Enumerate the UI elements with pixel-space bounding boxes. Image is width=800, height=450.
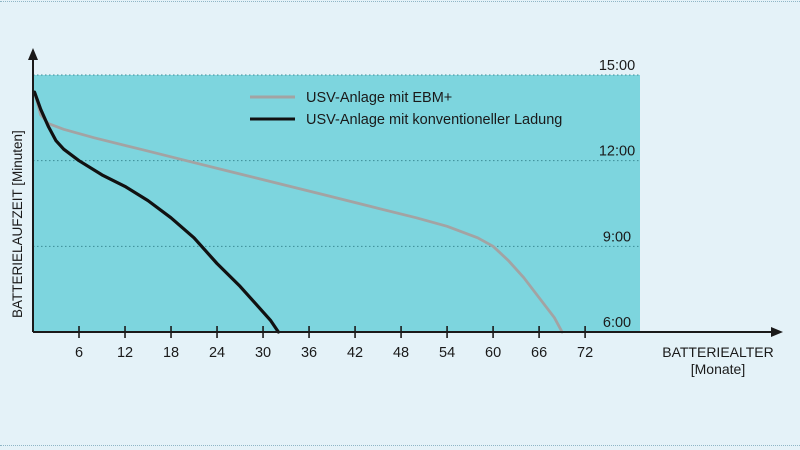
- y-tick-label: 6:00: [603, 315, 631, 331]
- x-tick-label: 30: [255, 345, 271, 361]
- x-tick-label: 36: [301, 345, 317, 361]
- x-tick-label: 12: [117, 345, 133, 361]
- x-ticks: 6 12 18 24 30 36 42 48 54 60 66 72: [75, 326, 593, 361]
- series-lines: [32, 90, 564, 334]
- y-tick-label: 9:00: [603, 229, 631, 245]
- top-dotted-border: [0, 1, 800, 2]
- x-tick-label: 60: [485, 345, 501, 361]
- x-tick-label: 6: [75, 345, 83, 361]
- x-tick-label: 42: [347, 345, 363, 361]
- series-line-ebm: [33, 90, 564, 334]
- y-tick-label: 12:00: [599, 144, 635, 160]
- y-axis-label: BATTERIELAUFZEIT [Minuten]: [10, 130, 25, 318]
- y-axis-arrow-icon: [28, 48, 38, 60]
- gridlines: [33, 74, 640, 247]
- x-tick-label: 18: [163, 345, 179, 361]
- bottom-dotted-border: [0, 445, 800, 446]
- y-tick-label: 15:00: [599, 58, 635, 74]
- series-line-conventional: [32, 90, 280, 334]
- x-axis-label: BATTERIEALTER: [662, 344, 774, 360]
- x-axis-unit: [Monate]: [691, 361, 745, 377]
- x-tick-label: 24: [209, 345, 225, 361]
- legend-label-conventional: USV-Anlage mit konventioneller Ladung: [306, 112, 562, 128]
- x-tick-label: 54: [439, 345, 455, 361]
- plot-background: [33, 75, 640, 332]
- y-ticks: 6:00 9:00 12:00 15:00: [599, 58, 635, 331]
- x-tick-label: 66: [531, 345, 547, 361]
- x-tick-label: 72: [577, 345, 593, 361]
- legend-label-ebm: USV-Anlage mit EBM+: [306, 90, 452, 106]
- legend: USV-Anlage mit EBM+ USV-Anlage mit konve…: [250, 90, 562, 128]
- x-axis-arrow-icon: [771, 327, 783, 337]
- x-tick-label: 48: [393, 345, 409, 361]
- axes: [28, 48, 783, 337]
